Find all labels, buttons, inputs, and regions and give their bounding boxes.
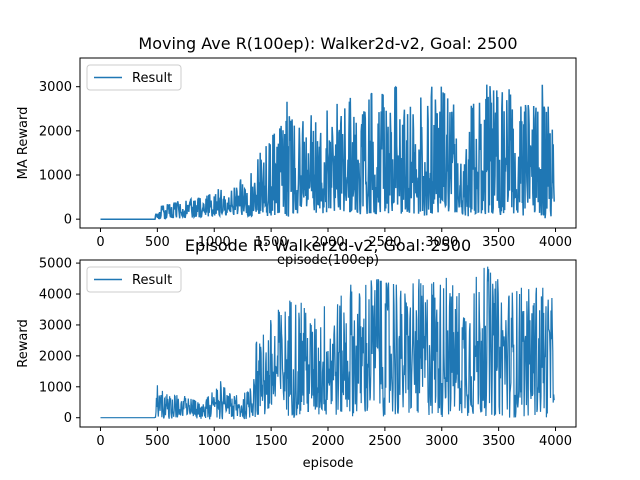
legend-label: Result <box>132 273 172 288</box>
x-tick-label: 0 <box>96 434 104 449</box>
x-tick-label: 3000 <box>425 434 458 449</box>
x-tick-label: 1000 <box>198 434 231 449</box>
x-tick-label: 1000 <box>198 235 231 250</box>
x-tick-label: 4000 <box>539 235 572 250</box>
x-tick-label: 3500 <box>482 434 515 449</box>
x-axis-label: episode <box>303 456 354 471</box>
y-tick-label: 4000 <box>39 288 72 303</box>
y-tick-label: 2000 <box>39 349 72 364</box>
y-axis-label: MA Reward <box>16 107 31 180</box>
legend: Result <box>86 64 182 91</box>
x-tick-label: 1500 <box>255 434 288 449</box>
y-tick-label: 1000 <box>39 380 72 395</box>
series-line-result <box>100 266 555 420</box>
x-tick-label: 1500 <box>255 235 288 250</box>
series-line-result <box>100 84 555 220</box>
x-tick-label: 4000 <box>539 434 572 449</box>
y-tick-label: 0 <box>64 213 72 228</box>
chart-title: Episode R: Walker2d-v2, Goal: 2500 <box>185 236 471 255</box>
x-tick-label: 2000 <box>311 235 344 250</box>
moving-average-chart: 0 500 1000 1500 2000 2500 3000 3500 4000 0 1000 200… <box>16 57 577 268</box>
x-tick-label: 2500 <box>368 235 401 250</box>
y-tick-label: 3000 <box>39 318 72 333</box>
legend: Result <box>86 266 182 293</box>
legend-box <box>86 266 182 293</box>
legend-label: Result <box>132 71 172 86</box>
y-tick-label: 3000 <box>39 80 72 95</box>
x-tick-label: 2500 <box>368 434 401 449</box>
x-tick-label: 0 <box>96 235 104 250</box>
chart-title: Moving Ave R(100ep): Walker2d-v2, Goal: … <box>138 34 517 53</box>
y-tick-label: 1000 <box>39 169 72 184</box>
episode-reward-chart: 0 500 1000 1500 2000 2500 3000 3500 4000 0 1000 200… <box>16 257 577 471</box>
legend-box <box>86 64 182 91</box>
x-tick-label: 500 <box>145 434 170 449</box>
y-tick-label: 2000 <box>39 124 72 139</box>
x-tick-label: 500 <box>145 235 170 250</box>
y-tick-label: 0 <box>64 411 72 426</box>
x-tick-label: 3500 <box>482 235 515 250</box>
y-axis-label: Reward <box>16 319 31 367</box>
y-tick-label: 5000 <box>39 257 72 272</box>
x-tick-label: 2000 <box>311 434 344 449</box>
x-tick-label: 3000 <box>425 235 458 250</box>
